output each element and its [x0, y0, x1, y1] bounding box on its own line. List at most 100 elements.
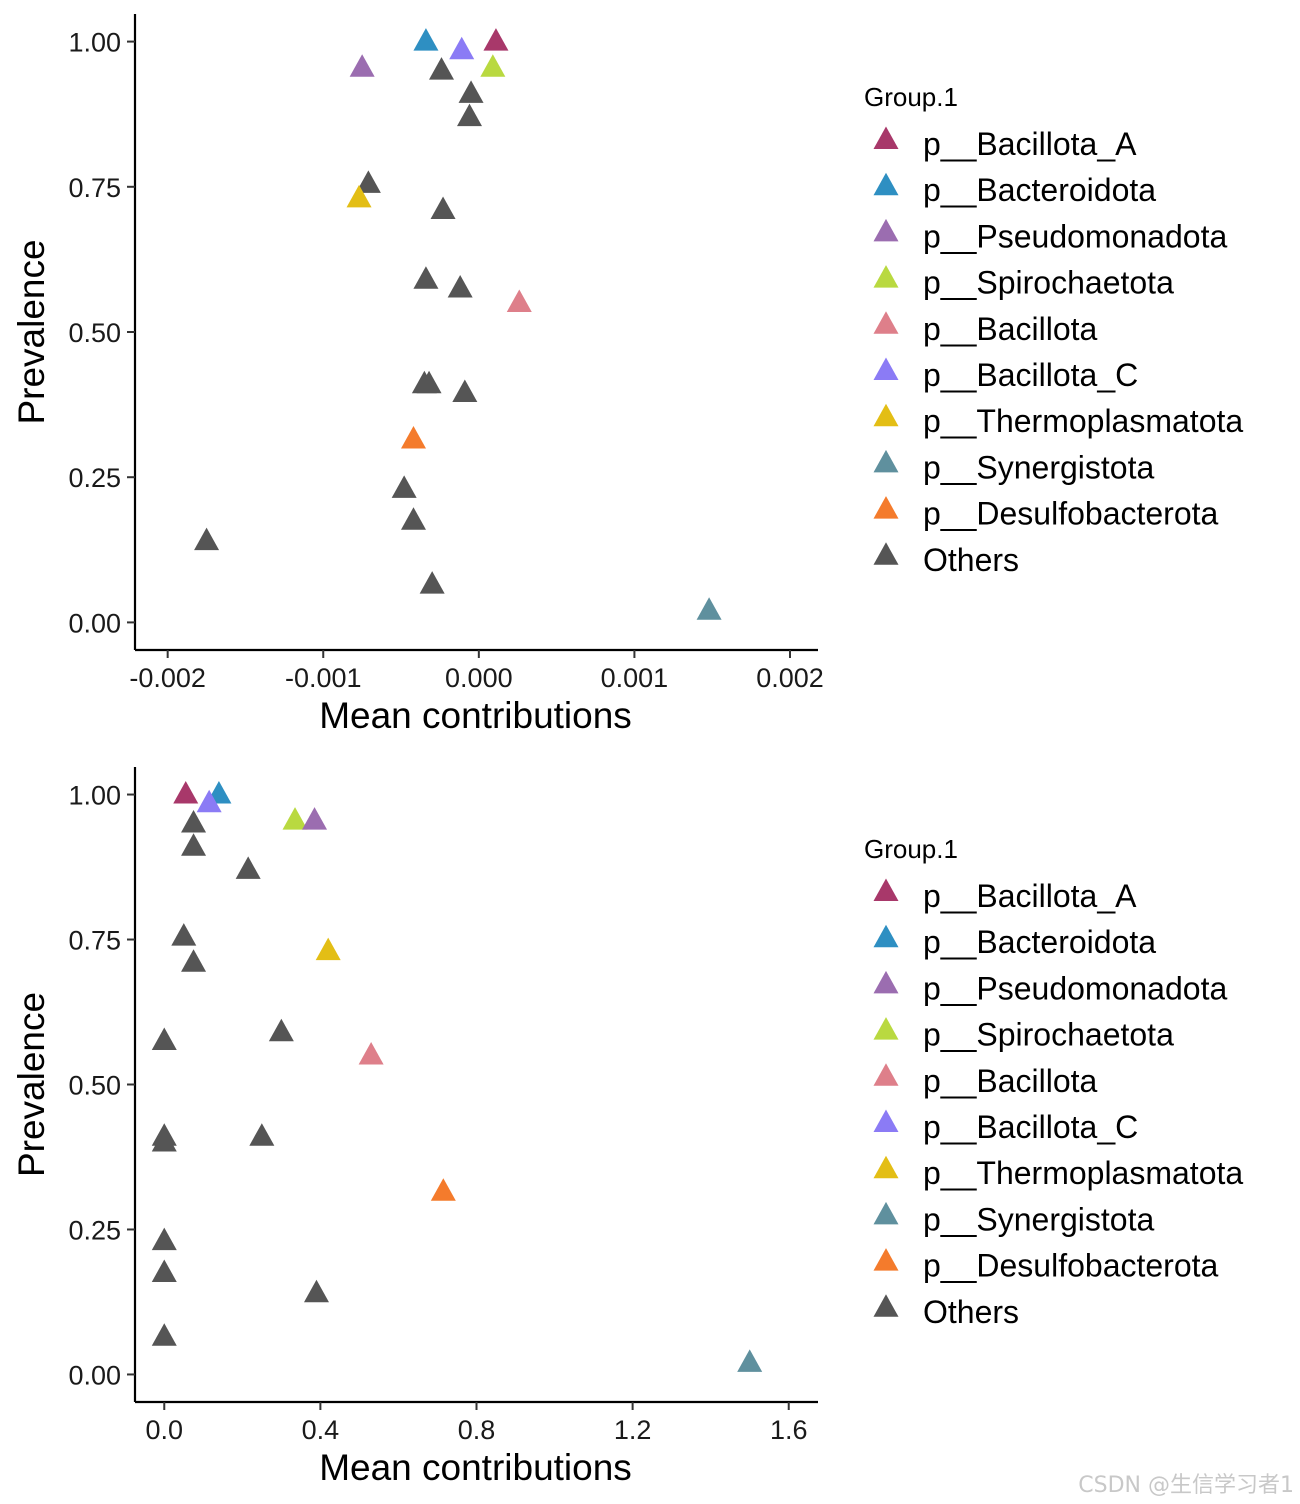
legend-label: p__Pseudomonadota [923, 970, 1227, 1006]
x-axis-title: Mean contributions [319, 1447, 632, 1488]
data-point-others [249, 1123, 275, 1146]
legend-key-triangle [873, 1109, 899, 1132]
x-tick-label: -0.001 [285, 663, 362, 693]
legend-title: Group.1 [864, 834, 958, 864]
data-point-p-bacillota [506, 289, 532, 312]
legend-key-triangle [873, 1248, 899, 1271]
data-point-others [235, 856, 261, 879]
legend-key-triangle [873, 970, 899, 994]
watermark: CSDN @生信学习者1 [1078, 1473, 1294, 1498]
y-tick-label: 0.25 [68, 463, 121, 493]
legend-key-triangle [873, 126, 899, 149]
data-point-others [416, 370, 442, 394]
data-point-p-bacillota-c [196, 789, 222, 813]
y-tick-label: 0.00 [68, 1360, 121, 1390]
data-point-others [151, 1128, 177, 1152]
data-point-p-bacillota-c [449, 36, 475, 60]
data-point-others [456, 103, 482, 127]
x-tick-label: -0.002 [129, 663, 206, 693]
data-point-others [452, 379, 478, 402]
data-point-others [413, 266, 439, 289]
legend-key-triangle [873, 357, 899, 380]
legend-label: p__Desulfobacterota [923, 496, 1219, 532]
legend-label: p__Spirochaetota [923, 1017, 1174, 1053]
legend-key-triangle [873, 1155, 899, 1179]
data-point-p-spirochaetota [282, 807, 308, 830]
legend-label: p__Synergistota [923, 449, 1154, 485]
x-axis-title: Mean contributions [319, 695, 632, 736]
data-point-others [194, 527, 220, 551]
legend-key-triangle [873, 1017, 899, 1040]
data-point-others [151, 1227, 177, 1251]
legend-label: Others [923, 542, 1019, 578]
data-point-others [303, 1279, 329, 1303]
data-point-others [430, 196, 456, 220]
legend-key-triangle [873, 265, 899, 288]
x-tick-label: 1.2 [614, 1415, 652, 1445]
data-point-p-desulfobacterota [430, 1178, 456, 1201]
legend-label: p__Bacillota [923, 311, 1098, 347]
data-point-p-synergistota [696, 597, 722, 620]
data-point-p-thermoplasmatota [346, 184, 372, 208]
data-point-p-bacteroidota [413, 28, 439, 51]
legend-key-triangle [873, 878, 899, 901]
legend-bottom: Group.1 p__Bacillota_A p__Bacteroidota p__P… [864, 834, 1243, 1330]
data-point-p-pseudomonadota [302, 807, 328, 830]
y-tick-label: 0.25 [68, 1215, 121, 1245]
x-tick-label: 0.4 [302, 1415, 340, 1445]
scatter-panel-top: 0.00 0.25 0.50 0.75 1.00 -0.002 -0.001 0.000 0.0… [11, 14, 824, 736]
scatter-panel-bottom: 0.00 0.25 0.50 0.75 1.00 0.0 0.4 0.8 1.2 1.6 Mean … [11, 767, 818, 1488]
legend-label: p__Thermoplasmatota [923, 403, 1243, 439]
data-point-p-thermoplasmatota [315, 937, 341, 961]
legend-label: p__Desulfobacterota [923, 1248, 1219, 1284]
legend-key-triangle [873, 311, 899, 334]
y-tick-label: 0.50 [68, 318, 121, 348]
x-tick-label: 0.0 [145, 1415, 183, 1445]
data-point-others [391, 475, 417, 498]
data-point-others [447, 274, 473, 298]
data-point-others [181, 949, 207, 972]
legend-title: Group.1 [864, 82, 958, 112]
data-point-p-bacillota [358, 1042, 384, 1065]
data-point-p-spirochaetota [480, 54, 506, 77]
legend-key-triangle [873, 924, 899, 948]
data-point-others [151, 1027, 177, 1051]
y-tick-label: 1.00 [68, 781, 121, 811]
legend-label: p__Bacillota_C [923, 1109, 1138, 1145]
legend-label: Others [923, 1294, 1019, 1330]
data-point-others [400, 507, 426, 530]
x-tick-label: 1.6 [770, 1415, 808, 1445]
legend-key-triangle [873, 172, 899, 196]
legend-key-triangle [873, 496, 899, 519]
legend-key-triangle [873, 1063, 899, 1086]
x-tick-label: 0.000 [445, 663, 513, 693]
y-tick-label: 0.75 [68, 173, 121, 203]
legend-label: p__Bacillota_A [923, 126, 1137, 162]
data-point-others [151, 1259, 177, 1282]
data-point-others [428, 57, 454, 80]
data-point-others [181, 833, 207, 856]
data-point-others [458, 80, 484, 103]
data-point-p-desulfobacterota [400, 425, 426, 449]
legend-label: p__Bacteroidota [923, 924, 1156, 960]
data-point-p-pseudomonadota [349, 54, 375, 77]
data-point-others [419, 571, 445, 594]
x-tick-label: 0.8 [458, 1415, 496, 1445]
legend-label: p__Bacillota [923, 1063, 1098, 1099]
legend-label: p__Thermoplasmatota [923, 1155, 1243, 1191]
data-point-p-bacillota-a [483, 28, 509, 51]
y-tick-label: 0.75 [68, 926, 121, 956]
legend-label: p__Synergistota [923, 1201, 1154, 1237]
y-axis-title: Prevalence [11, 239, 52, 424]
legend-label: p__Bacteroidota [923, 172, 1156, 208]
legend-label: p__Pseudomonadota [923, 218, 1227, 254]
legend-key-triangle [873, 218, 899, 242]
legend-key-triangle [873, 449, 899, 473]
legend-key-triangle [873, 1294, 899, 1317]
legend-key-triangle [873, 1201, 899, 1225]
y-tick-label: 0.00 [68, 608, 121, 638]
legend-top: Group.1 p__Bacillota_A p__Bacteroidota p__P… [864, 82, 1243, 578]
legend-key-triangle [873, 542, 899, 565]
x-tick-label: 0.002 [756, 663, 824, 693]
